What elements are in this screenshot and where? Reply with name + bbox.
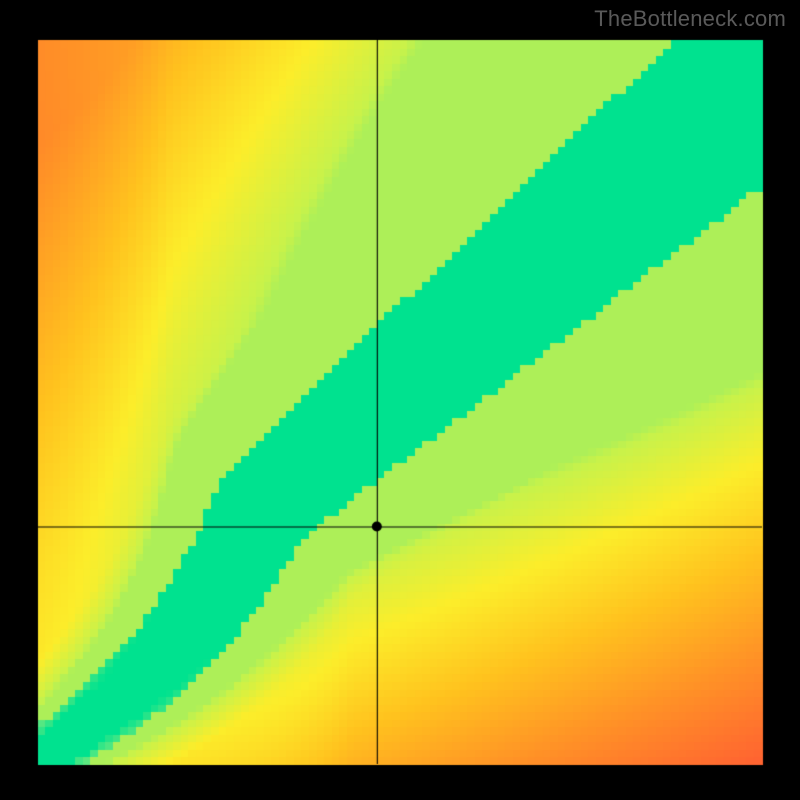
watermark-text: TheBottleneck.com bbox=[594, 6, 786, 32]
chart-container: TheBottleneck.com bbox=[0, 0, 800, 800]
bottleneck-heatmap-canvas bbox=[0, 0, 800, 800]
